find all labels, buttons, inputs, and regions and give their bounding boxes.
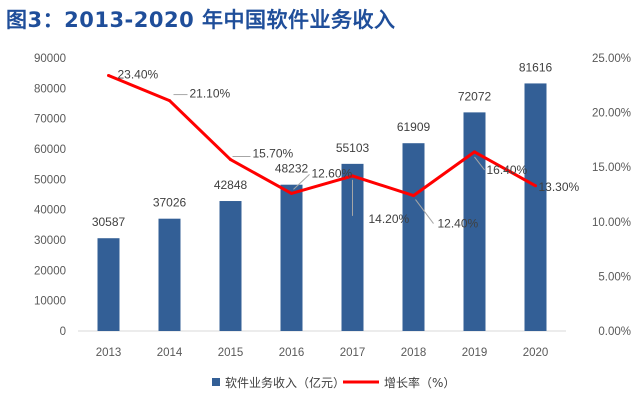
bar-value-label: 37026	[153, 196, 187, 210]
line-value-labels: 23.40% 21.10% 15.70% 12.60% 14.20% 12.40% 16.4…	[118, 67, 580, 230]
line-point	[351, 174, 354, 178]
bar	[219, 201, 242, 331]
left-tick-label: 40000	[34, 205, 66, 217]
line-point	[473, 150, 476, 154]
x-tick-label: 2013	[96, 347, 122, 359]
bar	[463, 112, 486, 332]
line-value-label: 12.60%	[312, 166, 353, 180]
left-tick-label: 10000	[34, 296, 66, 308]
left-tick-label: 90000	[34, 53, 66, 65]
x-tick-label: 2018	[401, 347, 427, 359]
line-point	[290, 191, 293, 195]
leader-line	[415, 199, 434, 224]
bar-series	[97, 83, 547, 332]
legend-line-label: 增长率（%）	[384, 375, 455, 390]
x-tick-label: 2020	[523, 347, 549, 359]
bar	[402, 143, 425, 331]
label-leader-lines	[173, 94, 485, 224]
x-tick-label: 2016	[279, 347, 305, 359]
line-value-label: 13.30%	[539, 180, 580, 194]
line-value-label: 23.40%	[118, 67, 159, 81]
line-value-label: 14.20%	[369, 212, 410, 226]
line-value-label: 16.40%	[487, 163, 528, 177]
growth-line-series	[107, 73, 537, 198]
bar	[158, 218, 181, 331]
x-axis-ticks: 2013 2014 2015 2016 2017 2018 2019 2020	[96, 347, 549, 359]
x-tick-label: 2019	[462, 347, 488, 359]
left-tick-label: 80000	[34, 83, 66, 95]
left-tick-label: 20000	[34, 265, 66, 277]
chart-title: 图3：2013-2020 年中国软件业务收入	[6, 8, 396, 32]
bar-value-label: 30587	[92, 215, 126, 229]
line-point	[229, 158, 232, 162]
growth-line	[107, 74, 537, 198]
left-tick-label: 0	[60, 326, 66, 338]
bar	[341, 163, 364, 331]
right-tick-label: 25.00%	[592, 53, 631, 65]
line-point	[107, 73, 110, 77]
leader-line	[293, 174, 310, 190]
line-point	[534, 184, 537, 188]
line-value-label: 15.70%	[253, 147, 294, 161]
legend-bar-label: 软件业务收入（亿元）	[225, 375, 345, 390]
right-axis-ticks: 0.00% 5.00% 10.00% 15.00% 20.00% 25.00%	[592, 53, 631, 338]
x-tick-label: 2014	[157, 347, 183, 359]
bar-value-label: 72072	[458, 89, 492, 103]
leader-line	[474, 156, 485, 171]
line-value-label: 12.40%	[438, 217, 479, 231]
x-tick-label: 2017	[340, 347, 366, 359]
legend: 软件业务收入（亿元） 增长率（%）	[212, 375, 455, 390]
bar-value-label: 42848	[214, 178, 248, 192]
bar-value-label: 81616	[519, 60, 553, 74]
left-tick-label: 70000	[34, 114, 66, 126]
bar-value-label: 48232	[275, 162, 309, 176]
x-tick-label: 2015	[218, 347, 244, 359]
line-point	[168, 99, 171, 103]
right-tick-label: 5.00%	[598, 271, 631, 283]
left-tick-label: 60000	[34, 144, 66, 156]
left-tick-label: 30000	[34, 235, 66, 247]
right-tick-label: 15.00%	[592, 162, 631, 174]
right-tick-label: 0.00%	[598, 326, 631, 338]
bar	[280, 184, 303, 331]
bar	[524, 83, 547, 332]
bar-value-labels: 30587 37026 42848 48232 55103 61909 72072 81616	[92, 60, 553, 229]
left-axis-ticks: 0 10000 20000 30000 40000 50000 60000 70000 8000…	[34, 53, 66, 338]
legend-bar-swatch	[212, 378, 220, 386]
bar-value-label: 55103	[336, 141, 370, 155]
right-tick-label: 10.00%	[592, 217, 631, 229]
left-tick-label: 50000	[34, 174, 66, 186]
bar-value-label: 61909	[397, 120, 431, 134]
line-point	[412, 194, 415, 198]
bar	[97, 238, 120, 331]
right-tick-label: 20.00%	[592, 108, 631, 120]
line-value-label: 21.10%	[190, 87, 231, 101]
